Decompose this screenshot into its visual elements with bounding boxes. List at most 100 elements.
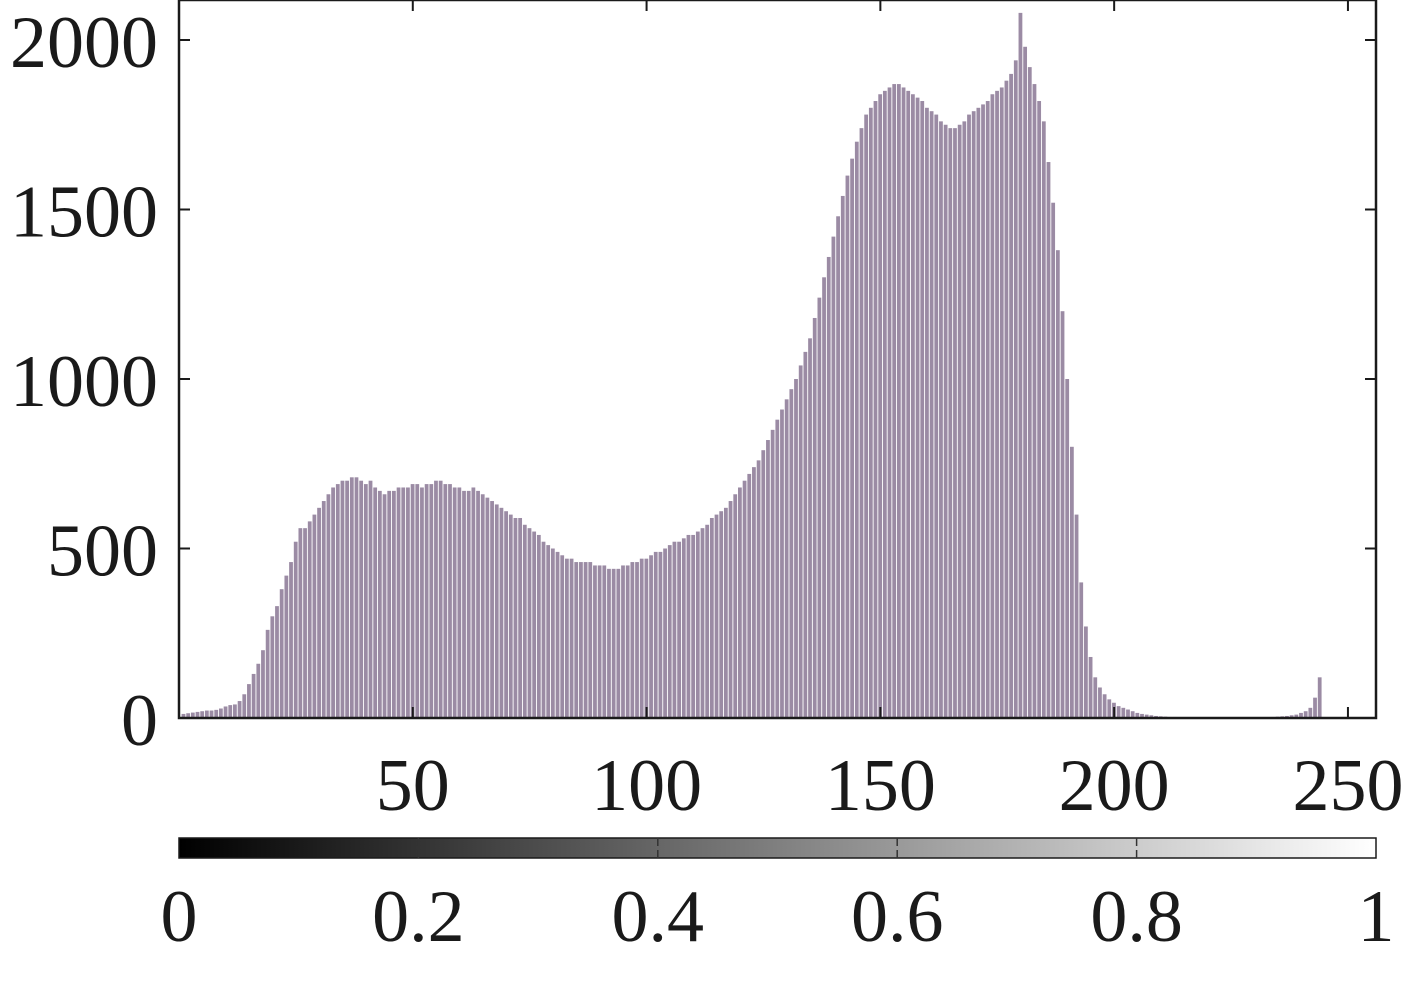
histogram-bar [691,534,696,718]
histogram-bar [850,158,854,718]
colorbar-tick-label: 0.2 [372,876,465,958]
histogram-bar [186,713,191,718]
histogram-bar [247,684,251,718]
histogram-bar [602,565,607,718]
histogram-bar [508,514,513,718]
histogram-bar [293,541,298,718]
histogram-bar [649,555,653,718]
histogram-bar [1018,12,1023,718]
histogram-bar [644,558,649,718]
histogram-bar [780,409,784,718]
histogram-bar [817,297,822,718]
y-tick-label: 2000 [10,2,158,84]
histogram-bar [261,650,265,718]
histogram-bar [784,399,789,718]
histogram-bar [396,487,401,718]
histogram-bar [705,524,710,718]
histogram-bar [1037,101,1042,718]
histogram-bar [1013,60,1018,718]
histogram-bar [995,90,999,719]
histogram-bar [812,317,817,718]
histogram-bar [840,195,845,718]
histogram-bar [882,90,887,719]
histogram-bar [1289,715,1294,718]
histogram-bar [920,101,925,718]
x-axis: 50 100 150 200 250 [376,0,1402,827]
histogram-bar [929,111,934,718]
histogram-bar [733,494,738,718]
histogram-bar [770,429,775,718]
histogram-bar [190,712,195,718]
histogram-bar [728,501,733,718]
histogram-bar [1046,162,1051,719]
histogram-bar [1041,121,1046,719]
histogram-bar [1093,677,1098,718]
histogram-bar [195,711,200,718]
histogram-bar [438,480,443,718]
histogram-bar [401,487,406,718]
histogram-bar [181,713,186,718]
histogram-bar [1084,626,1088,718]
y-tick-label: 1000 [10,341,158,423]
histogram-bar [663,548,667,718]
histogram-bar [1317,677,1322,718]
histogram-bar [237,701,242,718]
colorbar-tick-label: 0.4 [612,876,705,958]
histogram-bar [1027,67,1032,719]
histogram-bar [513,517,518,718]
x-tick-label: 200 [1059,745,1170,827]
histogram-bar [831,236,836,718]
histogram-bar [957,124,962,718]
histogram-bar [204,710,209,718]
histogram-bar [873,101,878,718]
histogram-bar [1121,707,1126,718]
histogram-bar [593,565,597,718]
histogram-bar [270,616,275,718]
histogram-bar [434,480,438,718]
histogram-bar [911,94,915,719]
histogram-bar [1130,711,1135,718]
histogram-bar [242,694,247,718]
histogram-bar [298,528,303,718]
histogram-bar [546,545,551,718]
histogram-bar [672,541,677,718]
histogram-bar [410,484,415,718]
histogram-bar [1032,84,1037,718]
histogram-bar [794,379,798,718]
histogram-bar [256,663,261,718]
histogram-bar [906,90,911,719]
histogram-bar [284,575,289,718]
histogram-bar [518,517,523,718]
histogram-bar [312,514,317,718]
histogram-bar [967,114,971,718]
histogram-bar [709,517,714,718]
histogram-bar [625,565,630,718]
histogram-bar [803,351,808,718]
histogram-bar [859,128,864,718]
histogram-bar [826,256,831,718]
histogram-bar [373,487,378,718]
histogram-bar [1098,687,1102,718]
histogram-bar [999,87,1004,718]
histogram-bar [934,114,939,718]
histogram-bar [775,419,780,718]
histogram-bar [667,545,672,718]
histogram-bar [457,487,462,718]
histogram-bar [1079,582,1084,718]
y-tick-label: 0 [121,680,158,762]
histogram-bar [607,568,611,718]
histogram-bar [420,487,424,718]
histogram-bar [1299,712,1303,718]
histogram-bar [354,477,359,718]
histogram-bar [560,555,565,718]
histogram-bar [331,487,335,718]
x-tick-label: 250 [1292,745,1402,827]
histogram-bar [1107,699,1112,718]
histogram-bar [1009,73,1013,718]
histogram-bar [854,141,859,718]
histogram-bar [363,484,368,718]
histogram-bar [985,101,990,718]
histogram-bar [681,538,686,718]
histogram-bar [864,114,869,718]
histogram-bar [658,551,663,718]
